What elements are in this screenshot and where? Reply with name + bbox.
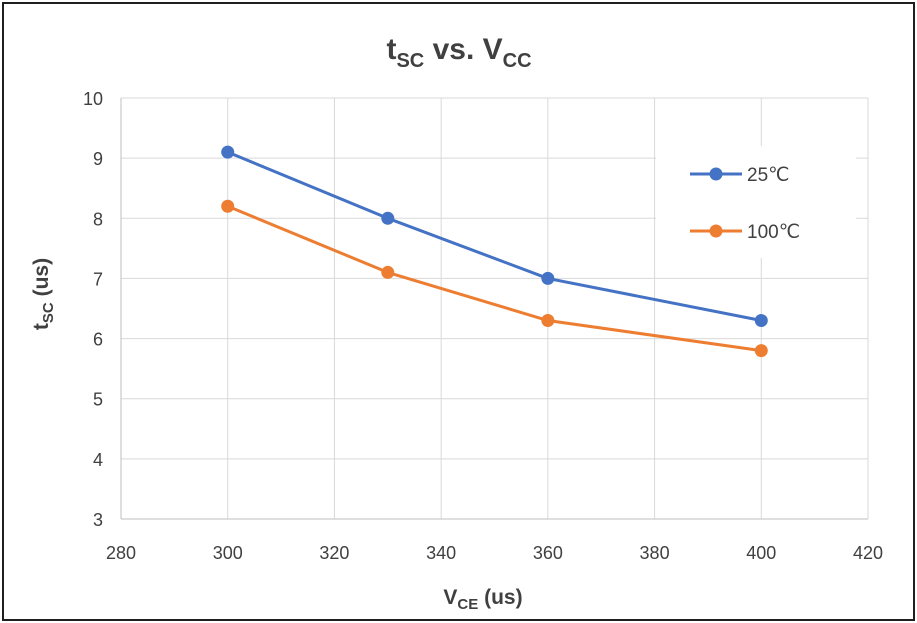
x-tick-label: 400 xyxy=(746,543,776,563)
x-tick-label: 340 xyxy=(426,543,456,563)
legend-marker xyxy=(709,167,723,181)
y-tick-label: 10 xyxy=(83,89,103,109)
y-tick-label: 7 xyxy=(93,269,103,289)
y-tick-labels: 3 4 5 6 7 8 9 10 xyxy=(83,89,103,530)
series-layer xyxy=(221,145,768,358)
y-tick-label: 5 xyxy=(93,390,103,410)
x-tick-label: 280 xyxy=(106,543,136,563)
legend: 25℃ 100℃ xyxy=(656,146,856,258)
series-line-0 xyxy=(227,150,762,323)
x-tick-label: 360 xyxy=(533,543,563,563)
legend-box xyxy=(656,146,856,258)
chart: 280 300 320 340 360 380 400 420 3 4 5 6 7 8 9 10 tSC v… xyxy=(30,33,883,613)
x-tick-labels: 280 300 320 340 360 380 400 420 xyxy=(106,543,883,563)
x-tick-label: 420 xyxy=(853,543,883,563)
data-point xyxy=(541,271,555,285)
x-tick-label: 380 xyxy=(640,543,670,563)
data-point xyxy=(381,211,395,225)
data-point xyxy=(754,314,768,328)
data-point xyxy=(541,314,555,328)
y-axis-title: tSC (us) xyxy=(30,258,57,330)
legend-marker xyxy=(709,224,723,238)
series-line-1 xyxy=(227,204,762,353)
data-point xyxy=(381,265,395,279)
y-tick-label: 4 xyxy=(93,450,103,470)
legend-label: 100℃ xyxy=(747,222,800,243)
chart-title: tSC vs. VCC xyxy=(386,33,531,72)
data-point xyxy=(754,344,768,358)
axes xyxy=(120,98,868,520)
y-tick-label: 3 xyxy=(93,510,103,530)
y-tick-label: 8 xyxy=(93,209,103,229)
data-point xyxy=(221,199,235,213)
legend-label: 25℃ xyxy=(747,165,789,186)
x-tick-label: 300 xyxy=(213,543,243,563)
x-tick-label: 320 xyxy=(319,543,349,563)
legend-item-25c: 25℃ xyxy=(690,165,789,186)
x-axis-title: VCE (us) xyxy=(443,586,522,613)
data-point xyxy=(221,145,235,159)
y-tick-label: 6 xyxy=(93,330,103,350)
y-tick-label: 9 xyxy=(93,149,103,169)
legend-item-100c: 100℃ xyxy=(690,222,800,243)
